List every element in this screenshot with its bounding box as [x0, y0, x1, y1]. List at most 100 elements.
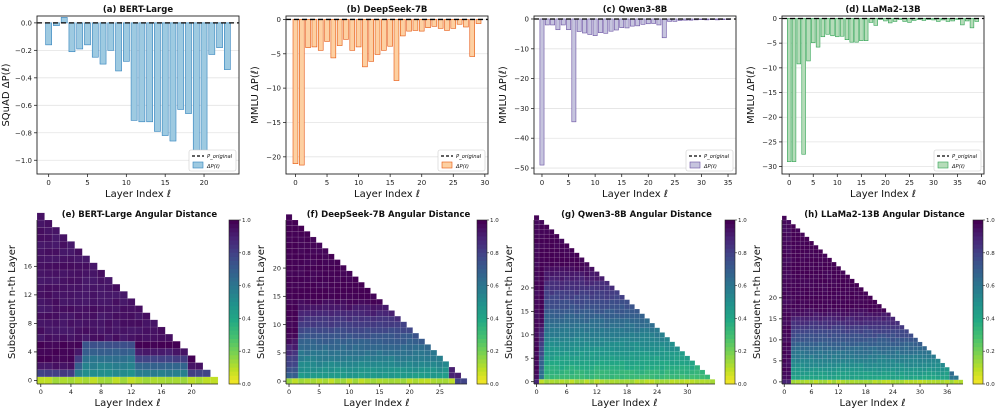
heat-cell: [849, 379, 855, 385]
heat-cell: [285, 219, 293, 226]
heat-cell: [872, 375, 878, 380]
heat-cell: [334, 327, 341, 334]
heat-cell: [579, 355, 585, 361]
heat-cell: [786, 371, 792, 376]
colorbar-segment: [477, 306, 487, 311]
heat-cell: [44, 226, 53, 235]
heat-cell: [291, 219, 299, 226]
heat-cell: [822, 320, 828, 326]
heat-cell: [804, 312, 810, 317]
heat-cell: [364, 344, 371, 351]
heat-cell: [858, 316, 864, 322]
colorbar-segment: [725, 363, 735, 368]
heat-cell: [858, 346, 864, 351]
heat-cell: [548, 257, 555, 263]
heat-cell: [858, 329, 864, 334]
heat-cell: [340, 344, 347, 351]
heat-cell: [599, 313, 605, 319]
heat-cell: [579, 318, 585, 324]
heat-cell: [548, 336, 555, 343]
heat-cell: [538, 224, 545, 230]
heat-cell: [863, 375, 869, 380]
heat-cell: [849, 375, 855, 380]
heat-cell: [944, 367, 950, 372]
heat-cell: [376, 310, 383, 317]
heat-cell: [840, 274, 846, 280]
heat-cell: [786, 266, 792, 271]
heat-cell: [809, 316, 814, 322]
heat-cell: [849, 371, 855, 376]
heat-cell: [609, 346, 615, 352]
heat-cell: [813, 379, 819, 385]
heat-cell: [352, 310, 359, 317]
heat-cell: [836, 341, 842, 347]
y-tick-label: 0: [525, 378, 529, 386]
x-tick-label: 30: [697, 179, 706, 187]
heat-cell: [538, 308, 545, 314]
heat-cell: [799, 278, 805, 284]
heat-cell: [322, 248, 329, 255]
heat-cell: [574, 327, 580, 333]
heat-cell: [899, 324, 905, 330]
heat-cell: [538, 346, 545, 352]
heat-cell: [599, 379, 605, 385]
heat-cell: [285, 349, 293, 356]
colorbar-segment: [973, 314, 983, 319]
heat-cell: [297, 225, 305, 232]
heat-cell: [119, 298, 128, 306]
heat-cell: [813, 295, 819, 301]
heat-cell: [533, 257, 540, 263]
heat-cell: [795, 245, 801, 250]
heat-cell: [553, 271, 560, 277]
heat-cell: [548, 290, 555, 296]
heat-cell: [799, 367, 805, 372]
heat-cell: [813, 266, 819, 271]
heat-cell: [316, 304, 323, 311]
heat-cell: [82, 326, 90, 335]
heat-cell: [448, 366, 456, 373]
heat-cell: [533, 215, 540, 221]
heat-cell: [548, 332, 555, 338]
heat-cell: [424, 378, 431, 385]
colorbar-segment: [973, 326, 983, 332]
heat-cell: [119, 319, 128, 328]
heat-cell: [589, 294, 595, 300]
heat-cell: [809, 278, 814, 284]
heat-cell: [609, 369, 615, 375]
colorbar-segment: [477, 248, 487, 254]
heat-cell: [340, 265, 347, 272]
heat-cell: [790, 224, 796, 229]
colorbar-segment: [229, 289, 239, 295]
heat-cell: [669, 360, 675, 366]
heat-cell: [624, 322, 630, 328]
heat-cell: [127, 348, 136, 356]
heat-cell: [352, 327, 359, 334]
heat-cell: [822, 350, 828, 355]
heat-cell: [533, 266, 540, 272]
heat-cell: [358, 293, 365, 300]
heat-cell: [538, 280, 545, 286]
heat-cell: [786, 245, 792, 250]
heat-cell: [854, 358, 860, 364]
heat-cell: [97, 291, 106, 299]
bar-0: [539, 18, 545, 166]
colorbar-segment: [973, 371, 983, 377]
heat-cell: [74, 376, 83, 385]
heat-cell: [799, 295, 805, 301]
heat-cell: [818, 354, 823, 359]
heat-cell: [51, 276, 60, 285]
heat-cell: [629, 374, 635, 380]
x-tick-label: 15: [386, 179, 395, 187]
bar-23: [224, 22, 231, 70]
heat-cell: [412, 366, 419, 373]
heat-cell: [589, 299, 595, 305]
bar-3: [801, 18, 806, 155]
colorbar-tick-label: 0.0: [738, 382, 747, 388]
heat-cell: [813, 324, 819, 330]
heat-cell: [654, 355, 660, 361]
heat-cell: [659, 351, 665, 357]
heat-cell: [358, 327, 365, 334]
bar-30: [931, 18, 936, 21]
heat-cell: [172, 348, 181, 356]
heat-cell: [654, 351, 660, 357]
